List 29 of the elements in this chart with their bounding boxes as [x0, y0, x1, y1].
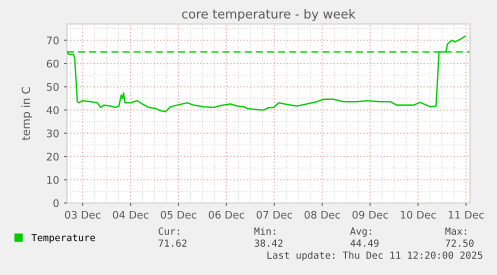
text: Avg: [350, 228, 372, 237]
y-tick-label: 10 [47, 176, 59, 184]
y-tick-label: 40 [46, 106, 59, 114]
x-tick-label: 07 Dec [256, 210, 292, 219]
text: Cur: [158, 227, 180, 235]
x-tick-label: 03 Dec [64, 210, 100, 219]
y-tick-label: 60 [46, 60, 59, 68]
text: 38.42 [254, 239, 282, 247]
x-tick-label: 10 Dec [400, 210, 436, 219]
text: Max: [445, 228, 466, 235]
y-axis-title: temp in C [21, 87, 32, 140]
text: 44.49 [350, 239, 379, 247]
x-tick-label: 11 Dec [448, 210, 484, 219]
chart-title: core temperature - by week [182, 8, 356, 22]
x-tick-label: 08 Dec [304, 210, 340, 219]
y-tick-label: 20 [46, 152, 59, 161]
legend-label: Temperature [31, 234, 96, 244]
x-tick-label: 09 Dec [352, 210, 388, 219]
text: 71.62 [158, 239, 186, 247]
y-tick-label: 70 [46, 36, 59, 44]
y-tick-label: 0 [53, 199, 59, 208]
text: 72.50 [446, 239, 474, 247]
x-tick-label: 06 Dec [208, 210, 244, 219]
x-tick-label: 05 Dec [160, 210, 196, 219]
text: Min: [254, 227, 276, 235]
text: Last update: Thu Dec 11 12:20:00 2025 [267, 251, 482, 261]
y-tick-label: 50 [46, 82, 59, 91]
x-tick-label: 04 Dec [112, 210, 148, 219]
y-tick-label: 30 [46, 129, 59, 138]
